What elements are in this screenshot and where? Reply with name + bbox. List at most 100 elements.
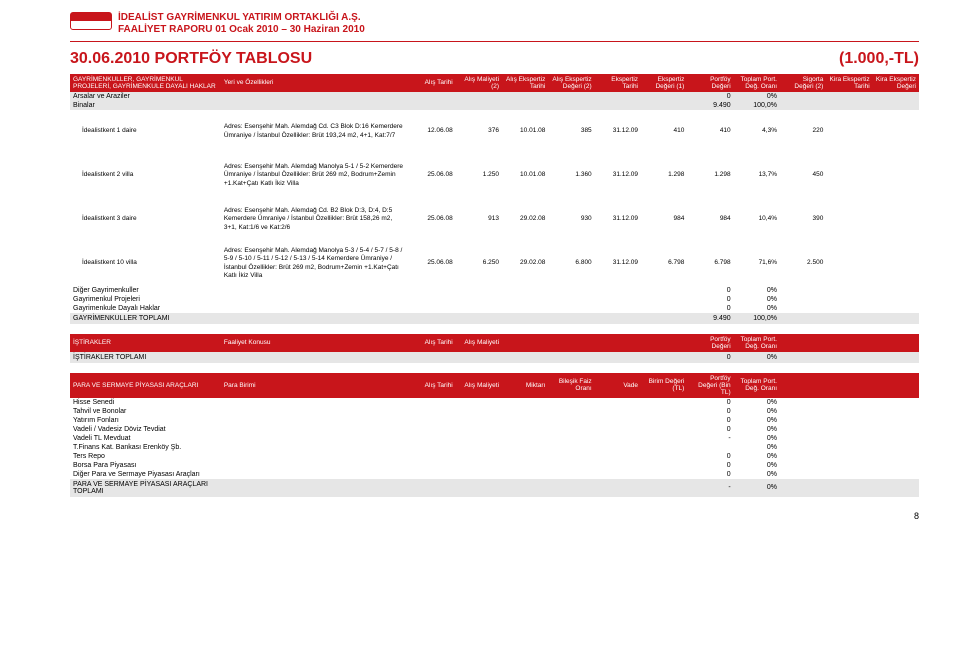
row-rate: 0% — [734, 461, 780, 470]
row-pv: - — [687, 434, 733, 443]
asset-value: 6.250 — [456, 242, 502, 286]
row-pv: 0 — [687, 425, 733, 434]
row-label: Yatırım Fonları — [70, 416, 221, 425]
asset-value: 220 — [780, 110, 826, 154]
asset-value — [873, 242, 919, 286]
asset-value: 385 — [548, 110, 594, 154]
col-header: Para Birimi — [221, 373, 410, 398]
row-rate: 0% — [734, 295, 780, 304]
col-header: Alış Ekspertiz Değeri (2) — [548, 74, 594, 92]
col-header: Bileşik Faiz Oranı — [548, 373, 594, 398]
row-pv: 0 — [687, 407, 733, 416]
total-rate: 0% — [734, 352, 780, 363]
asset-value — [873, 198, 919, 242]
row-label: Hisse Senedi — [70, 398, 221, 407]
asset-value: 1.360 — [548, 154, 594, 198]
col-header: Vade — [595, 373, 641, 398]
row-pv: 0 — [687, 286, 733, 295]
participations-table: İŞTİRAKLER Faaliyet Konusu Alış Tarihi A… — [70, 334, 919, 363]
row-label: Gayrimenkul Projeleri — [70, 295, 221, 304]
asset-value — [826, 154, 872, 198]
row-rate: 0% — [734, 398, 780, 407]
total-label: İŞTİRAKLER TOPLAMI — [70, 352, 221, 363]
asset-value: 25.06.08 — [409, 242, 455, 286]
row-pv: 0 — [687, 304, 733, 313]
row-rate: 100,0% — [734, 101, 780, 110]
asset-name: İdealistkent 3 daire — [70, 198, 221, 242]
asset-value: 12.06.08 — [409, 110, 455, 154]
asset-value: 410 — [687, 110, 733, 154]
row-pv: 9.490 — [687, 101, 733, 110]
row-label: T.Finans Kat. Bankası Erenköy Şb. — [70, 443, 221, 452]
row-rate: 0% — [734, 470, 780, 479]
total-label: GAYRİMENKULLER TOPLAMI — [70, 313, 221, 324]
col-header: Miktarı — [502, 373, 548, 398]
row-rate: 0% — [734, 407, 780, 416]
row-label: Vadeli TL Mevduat — [70, 434, 221, 443]
real-estate-table: GAYRİMENKULLER, GAYRİMENKUL PROJELERİ, G… — [70, 74, 919, 324]
header: İDEALİST GAYRİMENKUL YATIRIM ORTAKLIĞI A… — [70, 12, 919, 35]
asset-value: 6.800 — [548, 242, 594, 286]
total-pv: 0 — [687, 352, 733, 363]
col-header: Ekspertiz Değeri (1) — [641, 74, 687, 92]
asset-value: 29.02.08 — [502, 198, 548, 242]
row-rate: 0% — [734, 434, 780, 443]
row-pv: 0 — [687, 92, 733, 101]
col-header: Kira Ekspertiz Tarihi — [826, 74, 872, 92]
row-rate: 0% — [734, 416, 780, 425]
page-number: 8 — [914, 511, 919, 521]
row-rate: 0% — [734, 425, 780, 434]
asset-value: 6.798 — [641, 242, 687, 286]
row-pv: 0 — [687, 398, 733, 407]
row-label: Tahvil ve Bonolar — [70, 407, 221, 416]
row-label: Vadeli / Vadesiz Döviz Tevdiat — [70, 425, 221, 434]
total-label: PARA VE SERMAYE PİYASASI ARAÇLARI TOPLAM… — [70, 479, 221, 497]
asset-value: 71,6% — [734, 242, 780, 286]
col-header: Alış Maliyeti — [456, 373, 502, 398]
col-header: Kira Ekspertiz Değeri — [873, 74, 919, 92]
total-rate: 100,0% — [734, 313, 780, 324]
col-header: Alış Tarihi — [409, 334, 455, 352]
asset-value: 29.02.08 — [502, 242, 548, 286]
col-header: Portföy Değeri — [687, 334, 733, 352]
report-title: FAALİYET RAPORU 01 Ocak 2010 – 30 Hazira… — [118, 24, 365, 35]
asset-desc: Adres: Esenşehir Mah. Alemdağ Manolya 5-… — [221, 242, 410, 286]
asset-name: İdealistkent 2 villa — [70, 154, 221, 198]
col-header: Alış Maliyeti — [456, 334, 502, 352]
row-label: Binalar — [70, 101, 221, 110]
row-pv: 0 — [687, 452, 733, 461]
asset-value: 25.06.08 — [409, 198, 455, 242]
total-pv: 9.490 — [687, 313, 733, 324]
asset-value: 913 — [456, 198, 502, 242]
asset-desc: Adres: Esenşehir Mah. Alemdağ Manolya 5-… — [221, 154, 410, 198]
col-header: Alış Ekspertiz Tarihi — [502, 74, 548, 92]
total-pv: - — [687, 479, 733, 497]
col-header: Portföy Değeri — [687, 74, 733, 92]
logo — [70, 12, 112, 30]
row-label: Diğer Para ve Sermaye Piyasası Araçları — [70, 470, 221, 479]
asset-value: 31.12.09 — [595, 198, 641, 242]
asset-desc: Adres: Esenşehir Mah. Alemdağ Cd. C3 Blo… — [221, 110, 410, 154]
asset-value: 376 — [456, 110, 502, 154]
company-name: İDEALİST GAYRİMENKUL YATIRIM ORTAKLIĞI A… — [118, 12, 365, 24]
row-rate: 0% — [734, 286, 780, 295]
row-pv: 0 — [687, 416, 733, 425]
asset-value: 31.12.09 — [595, 242, 641, 286]
asset-value — [826, 110, 872, 154]
col-header: Yeri ve Özellikleri — [221, 74, 410, 92]
asset-value — [826, 242, 872, 286]
row-pv: 0 — [687, 461, 733, 470]
row-label: Arsalar ve Araziler — [70, 92, 221, 101]
row-rate: 0% — [734, 304, 780, 313]
col-header: Toplam Port. Değ. Oranı — [734, 373, 780, 398]
asset-value: 2.500 — [780, 242, 826, 286]
row-pv — [687, 443, 733, 452]
asset-value: 10,4% — [734, 198, 780, 242]
asset-name: İdealistkent 1 daire — [70, 110, 221, 154]
asset-value: 31.12.09 — [595, 110, 641, 154]
divider — [70, 41, 919, 42]
asset-value: 4,3% — [734, 110, 780, 154]
asset-value: 984 — [641, 198, 687, 242]
asset-value: 6.798 — [687, 242, 733, 286]
asset-value: 31.12.09 — [595, 154, 641, 198]
